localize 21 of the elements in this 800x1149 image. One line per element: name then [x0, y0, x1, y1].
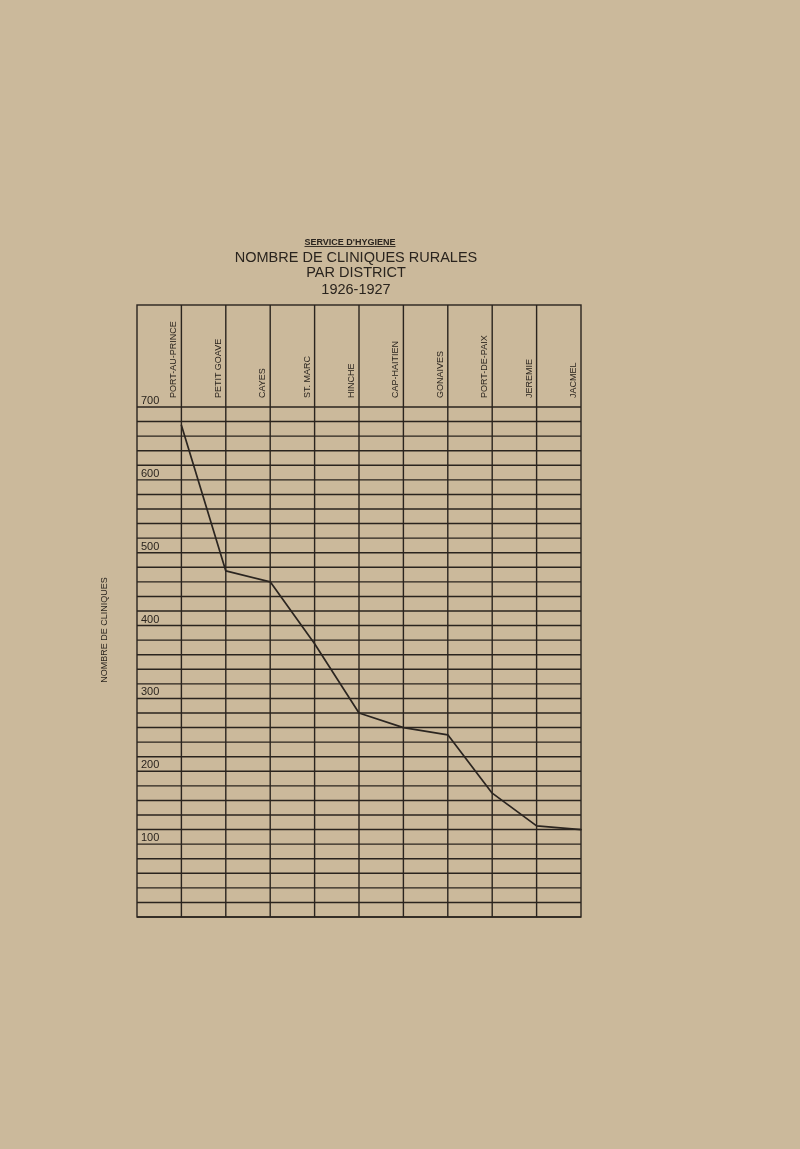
- chart-subtitle: 1926-1927: [321, 281, 391, 297]
- y-tick-label: 600: [141, 466, 160, 479]
- y-tick-label: 400: [141, 612, 160, 625]
- x-tick-label: CAP-HAITIEN: [390, 340, 401, 398]
- text: SERVICE D'HYGIENE: [304, 237, 396, 247]
- y-tick-label: 700: [141, 394, 160, 406]
- y-tick-label: 300: [141, 685, 160, 698]
- y-tick-label: 500: [141, 539, 160, 552]
- y-tick-label: 100: [141, 831, 160, 844]
- x-tick-label: ST. MARC: [301, 355, 312, 398]
- y-axis-title: NOMBRE DE CLINIQUES: [99, 577, 109, 683]
- x-tick-label: JEREMIE: [523, 358, 534, 398]
- y-tick-label: 200: [141, 758, 160, 771]
- x-tick-label: GONAIVES: [434, 350, 445, 398]
- x-tick-label: PETIT GOAVE: [212, 338, 223, 398]
- x-tick-label: PORT-DE-PAIX: [479, 335, 490, 398]
- x-tick-label: CAYES: [257, 368, 268, 398]
- x-tick-label: JACMEL: [568, 362, 578, 398]
- x-tick-label: PORT-AU-PRINCE: [168, 321, 179, 398]
- chart-title: NOMBRE DE CLINIQUES RURALES PAR DISTRICT: [234, 249, 478, 280]
- x-tick-label: HINCHE: [346, 363, 356, 398]
